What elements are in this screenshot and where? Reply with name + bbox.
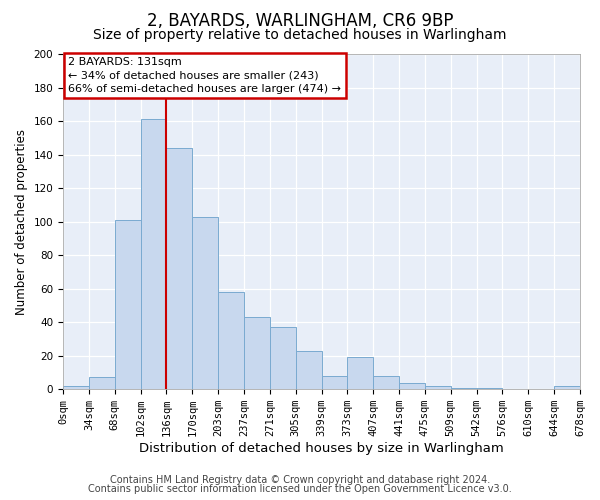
- Bar: [166, 148, 192, 389]
- Y-axis label: Number of detached properties: Number of detached properties: [15, 128, 28, 314]
- Bar: [140, 120, 166, 389]
- Text: 2 BAYARDS: 131sqm
← 34% of detached houses are smaller (243)
66% of semi-detache: 2 BAYARDS: 131sqm ← 34% of detached hous…: [68, 58, 341, 94]
- Text: Contains HM Land Registry data © Crown copyright and database right 2024.: Contains HM Land Registry data © Crown c…: [110, 475, 490, 485]
- Text: Size of property relative to detached houses in Warlingham: Size of property relative to detached ho…: [93, 28, 507, 42]
- Bar: [218, 292, 244, 389]
- Bar: [89, 378, 115, 389]
- Bar: [296, 350, 322, 389]
- Bar: [554, 386, 580, 389]
- Bar: [192, 216, 218, 389]
- X-axis label: Distribution of detached houses by size in Warlingham: Distribution of detached houses by size …: [139, 442, 504, 455]
- Bar: [115, 220, 140, 389]
- Bar: [347, 358, 373, 389]
- Bar: [270, 327, 296, 389]
- Bar: [425, 386, 451, 389]
- Bar: [63, 386, 89, 389]
- Bar: [244, 317, 270, 389]
- Bar: [451, 388, 476, 389]
- Bar: [399, 382, 425, 389]
- Text: Contains public sector information licensed under the Open Government Licence v3: Contains public sector information licen…: [88, 484, 512, 494]
- Bar: [476, 388, 502, 389]
- Bar: [322, 376, 347, 389]
- Text: 2, BAYARDS, WARLINGHAM, CR6 9BP: 2, BAYARDS, WARLINGHAM, CR6 9BP: [147, 12, 453, 30]
- Bar: [373, 376, 399, 389]
